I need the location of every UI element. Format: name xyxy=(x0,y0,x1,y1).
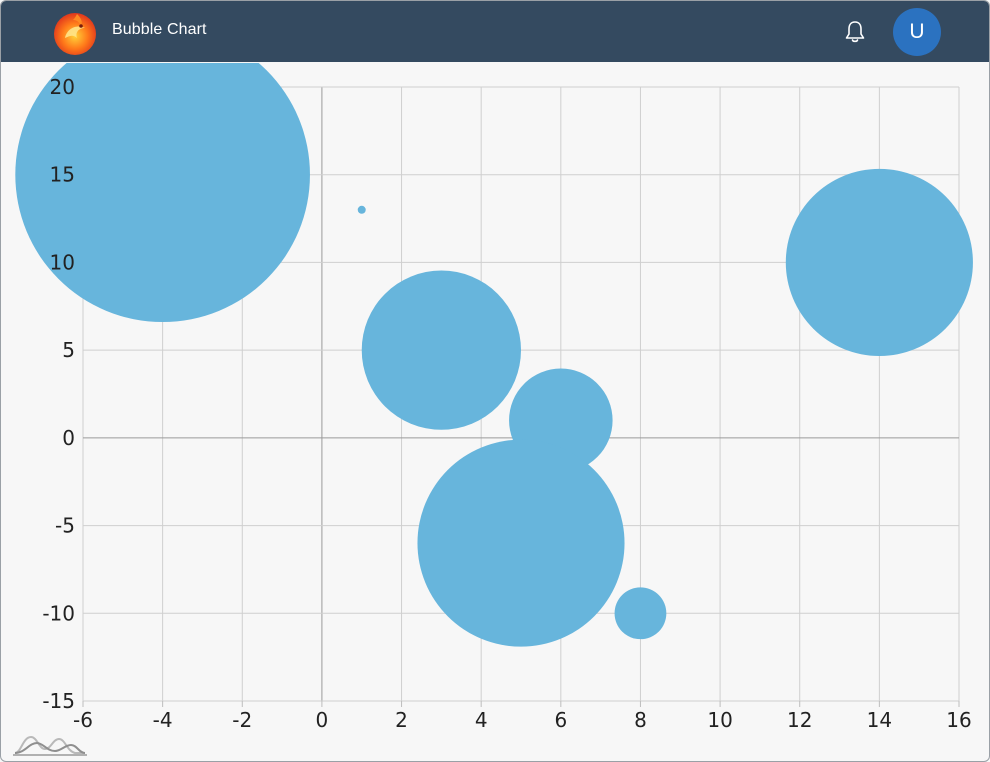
avatar-initial: U xyxy=(909,20,925,43)
page-title: Bubble Chart xyxy=(112,21,207,38)
bubble[interactable] xyxy=(785,168,973,357)
bubble[interactable] xyxy=(357,205,366,214)
avatar[interactable]: U xyxy=(893,8,941,56)
bubble[interactable] xyxy=(614,587,667,640)
x-tick-label: 8 xyxy=(634,708,647,732)
tick-labels: -6 -4 -2 0 2 4 6 8 10 12 14 16 -15 -10 -5 0 5 10 15 20 xyxy=(42,75,971,732)
y-tick-label: 20 xyxy=(50,75,75,99)
x-tick-label: 4 xyxy=(475,708,488,732)
x-tick-label: -2 xyxy=(232,708,252,732)
bubble[interactable] xyxy=(15,27,310,323)
app-header: Bubble Chart U xyxy=(1,1,989,62)
y-tick-label: 15 xyxy=(50,163,75,187)
y-tick-label: 5 xyxy=(62,338,75,362)
y-tick-label: -15 xyxy=(42,689,75,713)
bubble[interactable] xyxy=(417,439,625,647)
bubble-chart: -6 -4 -2 0 2 4 6 8 10 12 14 16 -15 -10 -5 0 5 10 15 20 xyxy=(15,27,973,732)
chart-area: -6 -4 -2 0 2 4 6 8 10 12 14 16 -15 -10 -5 0 5 10 15 20 xyxy=(1,27,989,761)
bubbles xyxy=(15,27,973,647)
x-tick-label: 14 xyxy=(867,708,892,732)
x-tick-label: 16 xyxy=(946,708,971,732)
phoenix-logo-icon xyxy=(54,13,96,55)
x-tick-label: 0 xyxy=(316,708,329,732)
y-tick-label: 0 xyxy=(62,426,75,450)
y-tick-label: -10 xyxy=(42,601,75,625)
mountain-line-icon xyxy=(13,735,87,756)
y-tick-label: -5 xyxy=(55,514,75,538)
bubble[interactable] xyxy=(361,270,521,430)
x-tick-label: 12 xyxy=(787,708,812,732)
x-tick-label: 2 xyxy=(395,708,408,732)
bell-icon[interactable] xyxy=(841,18,869,46)
x-tick-label: -4 xyxy=(153,708,173,732)
x-tick-label: -6 xyxy=(73,708,93,732)
x-tick-label: 10 xyxy=(707,708,732,732)
x-tick-label: 6 xyxy=(554,708,567,732)
y-tick-label: 10 xyxy=(50,250,75,274)
